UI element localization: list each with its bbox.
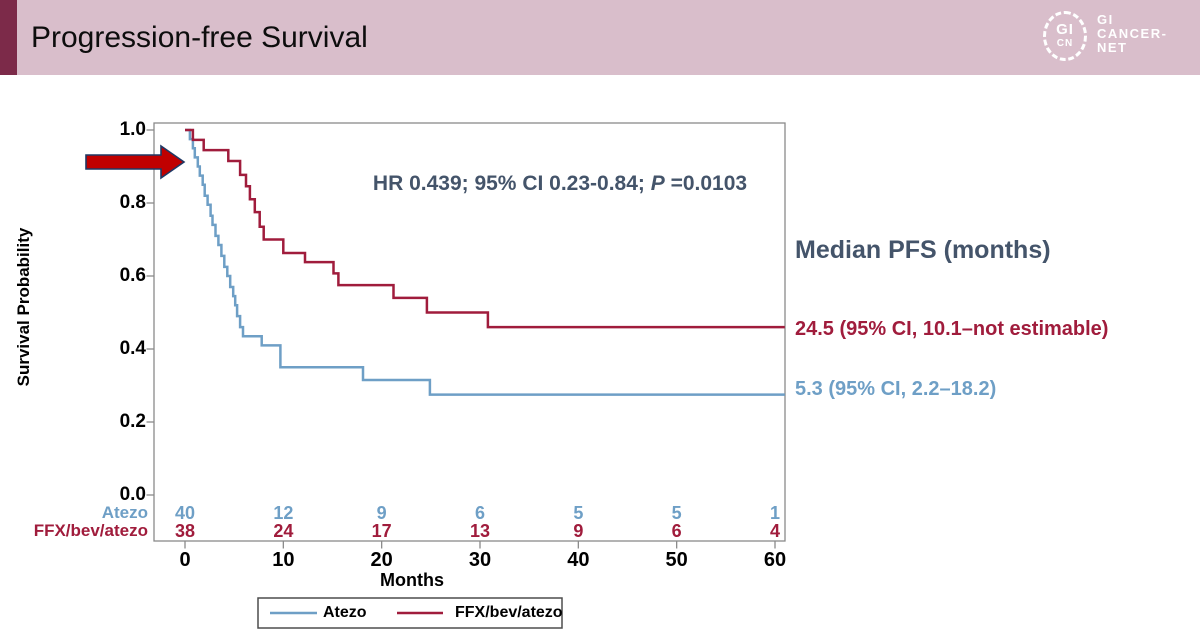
y-tick-label: 0.4 [119, 338, 146, 359]
at-risk-value: 6 [671, 520, 682, 541]
y-tick-label: 0.0 [119, 484, 146, 505]
axis-ticks [146, 129, 776, 549]
atezo-median-value: 5.3 (95% CI, 2.2–18.2) [795, 378, 997, 400]
at-risk-row-label: Atezo [101, 503, 148, 522]
header-accent-bar [0, 0, 17, 75]
at-risk-value: 17 [371, 520, 392, 541]
at-risk-value: 9 [376, 503, 387, 523]
y-tick-label: 0.6 [119, 265, 146, 286]
ffx-median-value: 24.5 (95% CI, 10.1–not estimable) [795, 318, 1109, 340]
y-tick-label: 1.0 [119, 119, 146, 140]
plot-frame [153, 122, 786, 542]
x-tick-label: 60 [763, 549, 787, 571]
logo-wordmark-line3: NET [1097, 40, 1128, 55]
at-risk-value: 38 [174, 520, 196, 541]
p-label: P [650, 172, 665, 195]
at-risk-value: 40 [174, 503, 196, 523]
page-title: Progression-free Survival [31, 21, 368, 54]
survival-curve-atezo [185, 128, 785, 396]
survival-curves [185, 128, 785, 396]
x-tick-label: 10 [272, 549, 295, 571]
at-risk-value: 4 [769, 520, 780, 541]
hazard-ratio-annotation: HR 0.439; 95% CI 0.23-0.84; P =0.0103 [300, 172, 820, 196]
gicancernet-wreath-icon: GI CN [1043, 11, 1087, 61]
x-tick-label: 30 [468, 549, 492, 571]
at-risk-value: 12 [273, 503, 294, 523]
median-pfs-heading: Median PFS (months) [795, 236, 1051, 264]
at-risk-value: 24 [273, 520, 294, 541]
x-tick-label: 40 [567, 549, 590, 571]
header-band: Progression-free Survival GI CN GI CANCE… [0, 0, 1200, 75]
at-risk-value: 5 [573, 503, 584, 523]
logo-circle-text-bottom: CN [1056, 38, 1074, 49]
at-risk-value: 6 [474, 503, 485, 523]
hr-text: HR 0.439; 95% CI 0.23-0.84; [372, 172, 645, 195]
at-risk-value: 1 [769, 503, 780, 523]
at-risk-value: 9 [573, 520, 584, 541]
logo-wordmark-line1: GI [1097, 12, 1114, 27]
x-tick-label: 0 [179, 549, 191, 571]
at-risk-value: 13 [469, 520, 491, 541]
legend-label: FFX/bev/atezo [455, 604, 563, 621]
at-risk-value: 5 [671, 503, 682, 523]
highlight-arrow [85, 144, 186, 180]
y-axis-title: Survival Probability [14, 227, 33, 387]
x-axis-title: Months [380, 570, 444, 590]
survival-curve-ffx-bev-atezo [185, 128, 785, 329]
y-tick-label: 0.8 [119, 192, 146, 213]
at-risk-row-label: FFX/bev/atezo [33, 520, 148, 540]
x-tick-label: 20 [370, 549, 393, 571]
logo-wordmark-line2: CANCER- [1097, 26, 1168, 41]
legend-label: Atezo [323, 604, 367, 621]
logo-circle-text-top: GI [1056, 21, 1074, 38]
x-tick-label: 50 [665, 549, 688, 571]
p-value: =0.0103 [670, 172, 748, 195]
y-tick-label: 0.2 [119, 411, 146, 432]
